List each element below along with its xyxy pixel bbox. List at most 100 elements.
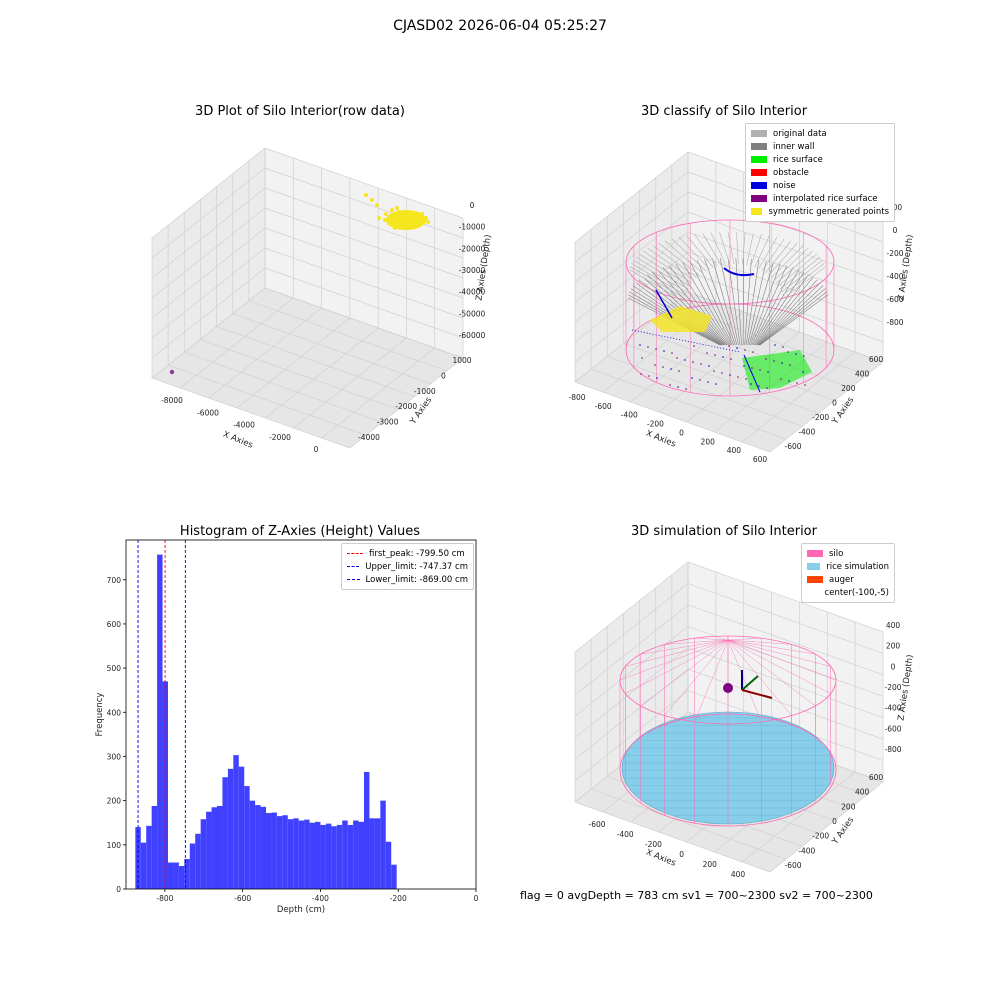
- histogram-bar: [391, 864, 397, 889]
- noise-line: [655, 289, 673, 319]
- legend-line: [347, 566, 360, 567]
- legend-label: rice simulation: [826, 561, 889, 572]
- histogram-bar: [276, 816, 283, 889]
- tick-label: -1000: [414, 387, 436, 396]
- y-tick-label: 400: [107, 708, 122, 717]
- tick-label: 400: [886, 621, 901, 630]
- inner-wall-line: [759, 294, 828, 346]
- x-axis-label: X Axies: [644, 429, 677, 450]
- auger-center-marker: [723, 683, 733, 693]
- silo-roof-line: [727, 639, 792, 645]
- inner-wall-line: [765, 240, 792, 274]
- histogram-bar: [140, 842, 147, 889]
- legend-label: inner wall: [773, 141, 815, 152]
- y-tick-label: 500: [107, 664, 122, 673]
- inner-wall-line: [778, 253, 818, 287]
- legend-entry-upper-limit: Upper_limit: -747.37 cm: [347, 560, 468, 573]
- silo-roof-line: [727, 639, 831, 694]
- histogram-bar: [211, 807, 217, 889]
- inner-wall-line: [647, 247, 695, 281]
- tick-label: -30000: [459, 266, 486, 275]
- histogram-bar: [244, 786, 250, 889]
- grid-line: [574, 690, 689, 781]
- tick-label: 200: [841, 802, 856, 811]
- interpolated-point: [700, 363, 702, 365]
- grid-line: [180, 297, 294, 389]
- histogram-bar: [304, 819, 310, 889]
- histogram-bar: [336, 824, 343, 889]
- inner-wall-line: [782, 263, 825, 296]
- legend-swatch: [751, 169, 767, 176]
- interpolated-point: [744, 349, 746, 351]
- histogram-bar: [233, 755, 239, 889]
- tick-label: -200: [647, 420, 664, 429]
- interpolated-point: [693, 345, 695, 347]
- interpolated-point: [751, 367, 753, 369]
- interpolated-point: [722, 356, 724, 358]
- tick-label: -6000: [197, 408, 219, 417]
- noise-cluster: [723, 267, 755, 277]
- grid-line: [574, 801, 771, 873]
- grid-line: [574, 583, 689, 674]
- tick-label: 0: [314, 445, 319, 454]
- tick-label: 200: [703, 860, 718, 869]
- inner-wall-line: [675, 263, 730, 346]
- data-point: [390, 208, 394, 212]
- interpolated-point: [692, 361, 694, 363]
- grid-line: [630, 311, 744, 403]
- legend-entry-original-data: original data: [751, 127, 889, 140]
- inner-wall-line: [689, 260, 733, 346]
- tick-label: 200: [701, 437, 716, 446]
- grid-line: [687, 604, 884, 676]
- grid-line: [623, 343, 819, 414]
- inner-wall-line: [658, 242, 700, 276]
- grid-line: [349, 357, 464, 449]
- grid-line: [264, 247, 464, 319]
- silo-roof-line: [640, 639, 729, 707]
- grid-line: [639, 330, 835, 401]
- silo-roof-line: [727, 639, 816, 655]
- grid-line: [687, 583, 884, 654]
- histogram-bar: [325, 823, 332, 889]
- tick-label: -600: [884, 724, 901, 733]
- interpolated-point: [745, 378, 747, 380]
- inner-wall-line: [629, 269, 686, 303]
- y-tick-label: 700: [107, 576, 122, 585]
- grid-line: [574, 626, 689, 717]
- legend-entry-silo: silo: [807, 547, 889, 560]
- silo-roof-line: [694, 639, 729, 722]
- tick-label: 0: [832, 817, 837, 826]
- grid-line: [687, 271, 884, 343]
- histogram-bar: [320, 824, 326, 889]
- interpolated-point: [789, 364, 791, 366]
- axis-pane: [152, 148, 265, 378]
- tick-label: 400: [727, 446, 742, 455]
- histogram-bar: [287, 819, 294, 889]
- inner-wall-line: [668, 265, 729, 346]
- grid-line: [264, 147, 464, 219]
- grid-line: [574, 251, 689, 343]
- grid-line: [236, 317, 351, 409]
- interpolated-point: [676, 357, 678, 359]
- legend-label: center(-100,-5): [824, 587, 889, 598]
- interpolated-point: [640, 373, 642, 375]
- legend-label: first_peak: -799.50 cm: [369, 548, 465, 559]
- simulation-legend: silo rice simulation auger center(-100,-…: [801, 543, 895, 603]
- grid-line: [151, 227, 266, 319]
- silo-roof-line: [664, 639, 729, 645]
- grid-line: [151, 187, 266, 279]
- legend-entry-first-peak: first_peak: -799.50 cm: [347, 547, 468, 560]
- legend-swatch: [751, 130, 767, 137]
- inner-wall-line: [657, 269, 727, 346]
- grid-line: [151, 377, 351, 449]
- histogram-bar: [271, 812, 277, 889]
- histogram-bar: [353, 820, 359, 889]
- inner-wall-line: [633, 259, 687, 293]
- silo-roof-line: [727, 639, 762, 722]
- tick-label: -3000: [377, 418, 399, 427]
- x-axis-label: X Axies: [644, 848, 677, 869]
- tick-label: -10000: [459, 223, 486, 232]
- grid-line: [607, 355, 803, 427]
- inner-wall-line: [719, 232, 731, 265]
- grid-line: [264, 227, 464, 299]
